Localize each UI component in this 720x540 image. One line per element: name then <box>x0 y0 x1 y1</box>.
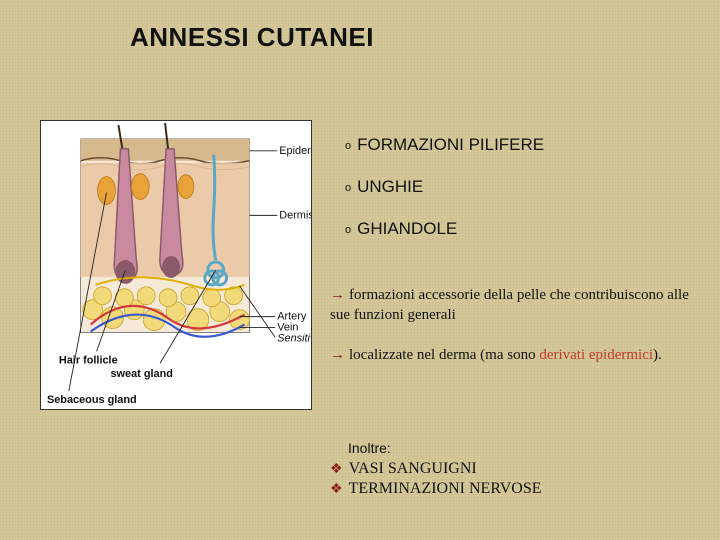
para2-pre: localizzate nel derma (ma sono <box>349 347 539 363</box>
footer-item-label: VASI SANGUIGNI <box>349 460 477 477</box>
main-list: o FORMAZIONI PILIFERE o UNGHIE o GHIANDOLE <box>345 135 695 261</box>
label-sweat-gland: sweat gland <box>110 368 172 380</box>
label-hair-follicle: Hair follicle <box>59 354 118 366</box>
footer-item-label: TERMINAZIONI NERVOSE <box>349 480 542 497</box>
page-title: ANNESSI CUTANEI <box>130 22 374 53</box>
bullet-icon: o <box>345 182 351 194</box>
skin-diagram: Epidermis Dermis Hair follicle sweat gla… <box>40 120 312 410</box>
list-item-label: GHIANDOLE <box>357 219 457 238</box>
para2-highlight: derivati epidermici <box>539 347 653 363</box>
label-epidermis: Epidermis <box>279 145 311 157</box>
para2-post: ). <box>653 347 662 363</box>
footer-item: ❖ TERMINAZIONI NERVOSE <box>330 480 690 498</box>
diamond-icon: ❖ <box>330 482 343 497</box>
footer-intro: Inoltre: <box>348 440 690 456</box>
list-item-label: UNGHIE <box>357 177 423 196</box>
list-item-label: FORMAZIONI PILIFERE <box>357 135 544 154</box>
para1-text: formazioni accessorie della pelle che co… <box>330 287 689 323</box>
footer-block: Inoltre: ❖ VASI SANGUIGNI ❖ TERMINAZIONI N… <box>330 440 690 500</box>
list-item: o FORMAZIONI PILIFERE <box>345 135 695 155</box>
list-item: o UNGHIE <box>345 177 695 197</box>
label-dermis: Dermis <box>279 209 311 221</box>
svg-text:Sensitive nerve: Sensitive nerve <box>277 332 311 344</box>
paragraph-2: →localizzate nel derma (ma sono derivati… <box>330 345 690 365</box>
bullet-icon: o <box>345 140 351 152</box>
footer-item: ❖ VASI SANGUIGNI <box>330 460 690 478</box>
paragraph-1: →formazioni accessorie della pelle che c… <box>330 285 690 326</box>
label-sebaceous: Sebaceous gland <box>47 394 137 406</box>
arrow-icon: → <box>330 346 345 363</box>
list-item: o GHIANDOLE <box>345 219 695 239</box>
bullet-icon: o <box>345 224 351 236</box>
diamond-icon: ❖ <box>330 462 343 477</box>
arrow-icon: → <box>330 286 345 303</box>
